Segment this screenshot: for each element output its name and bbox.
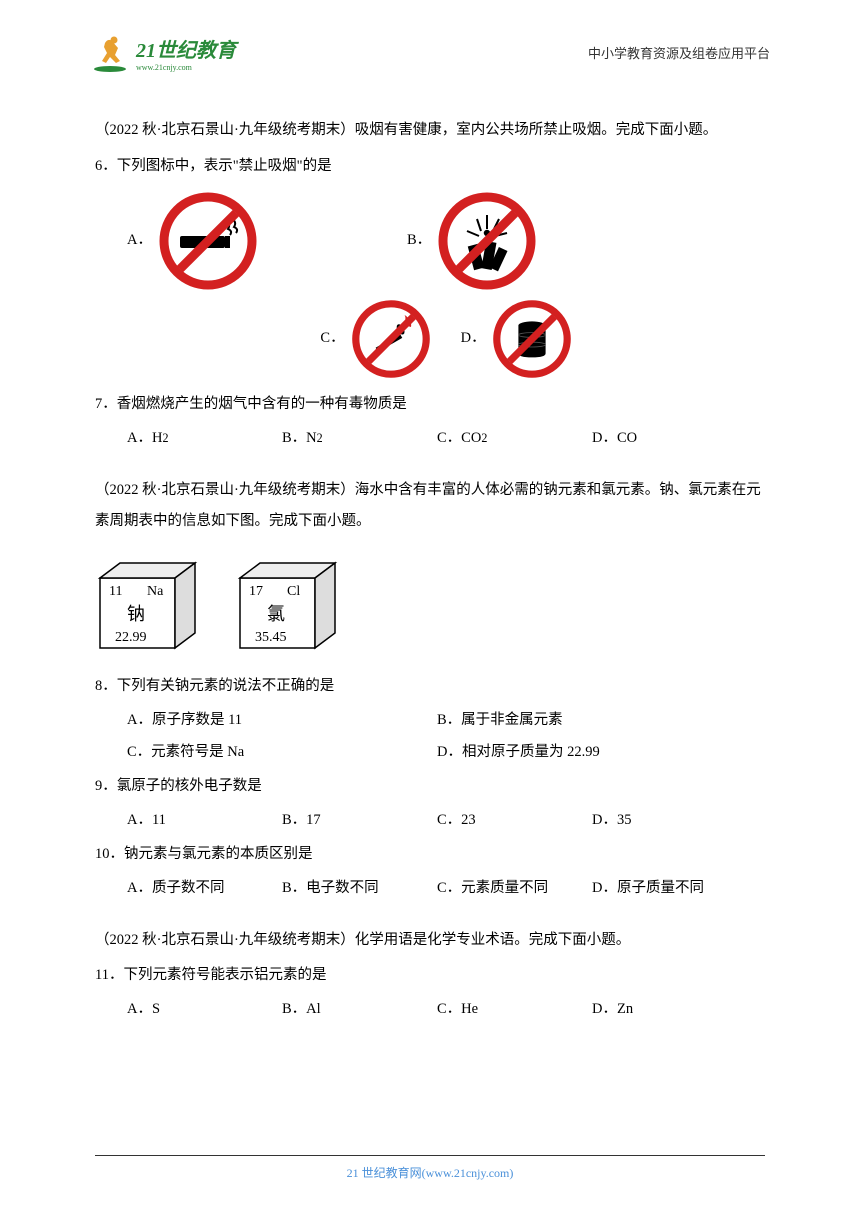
q7-a-text: A．H [127,423,162,455]
q10-opt-d: D．原子质量不同 [592,873,747,905]
q7-c-text: C．CO [437,423,481,455]
no-flammable-barrel-icon [492,299,572,379]
content-area: （2022 秋·北京石景山·九年级统考期末）吸烟有害健康，室内公共场所禁止吸烟。… [0,85,860,1026]
q9-opt-b: B．17 [282,805,437,837]
page-header: 21世纪教育 www.21cnjy.com 中小学教育资源及组卷应用平台 [0,0,860,85]
question-6: 6．下列图标中，表示"禁止吸烟"的是 [95,151,765,183]
element-info-boxes: 11 Na 钠 22.99 17 Cl 氯 35.45 [95,558,765,653]
q7-opt-a: A．H2 [127,423,282,455]
svg-text:22.99: 22.99 [115,630,147,645]
q11-opt-c: C．He [437,994,592,1026]
q7-b-sub: 2 [317,425,323,452]
question-9: 9．氯原子的核外电子数是 [95,771,765,803]
svg-text:35.45: 35.45 [255,630,287,645]
q7-opt-c: C．CO2 [437,423,592,455]
q6-options-row2: C． D． [95,299,765,379]
q11-opt-d: D．Zn [592,994,747,1026]
q9-opt-d: D．35 [592,805,747,837]
question-10: 10．钠元素与氯元素的本质区别是 [95,839,765,871]
header-right-text: 中小学教育资源及组卷应用平台 [588,43,770,62]
logo-runner-icon [90,33,130,73]
svg-text:11: 11 [109,584,122,599]
svg-text:Cl: Cl [287,584,300,599]
logo-text: 21世纪教育 www.21cnjy.com [136,34,236,72]
svg-text:17: 17 [249,584,263,599]
q10-opt-b: B．电子数不同 [282,873,437,905]
q9-opt-c: C．23 [437,805,592,837]
q7-opt-d: D．CO [592,423,747,455]
q7-d-text: D．CO [592,423,637,455]
q8-opt-d: D．相对原子质量为 22.99 [437,737,747,769]
q8-options-1: A．原子序数是 11 B．属于非金属元素 [95,705,765,737]
sodium-element-box: 11 Na 钠 22.99 [95,558,205,653]
q8-options-2: C．元素符号是 Na D．相对原子质量为 22.99 [95,737,765,769]
intro-paragraph-1: （2022 秋·北京石景山·九年级统考期末）吸烟有害健康，室内公共场所禁止吸烟。… [95,115,765,147]
logo-sub-text: www.21cnjy.com [136,63,236,72]
question-7: 7．香烟燃烧产生的烟气中含有的一种有毒物质是 [95,389,765,421]
chlorine-element-box: 17 Cl 氯 35.45 [235,558,345,653]
intro-paragraph-2: （2022 秋·北京石景山·九年级统考期末）海水中含有丰富的人体必需的钠元素和氯… [95,475,765,539]
q7-a-sub: 2 [162,425,168,452]
q11-options: A．S B．Al C．He D．Zn [95,994,765,1026]
no-smoking-icon [158,191,258,291]
q7-c-sub: 2 [481,425,487,452]
q6-options-row1: A． B． [95,191,765,291]
q6-option-d: D． [461,299,572,379]
q9-opt-a: A．11 [127,805,282,837]
q6-option-c: C． [320,299,430,379]
no-open-flame-icon [351,299,431,379]
svg-text:氯: 氯 [267,604,285,624]
option-label-c: C． [320,323,344,355]
q9-options: A．11 B．17 C．23 D．35 [95,805,765,837]
logo-main-text: 21世纪教育 [136,34,236,63]
question-11: 11．下列元素符号能表示铝元素的是 [95,960,765,992]
q7-b-text: B．N [282,423,317,455]
q6-option-a: A． [127,191,407,291]
q10-options: A．质子数不同 B．电子数不同 C．元素质量不同 D．原子质量不同 [95,873,765,905]
question-8: 8．下列有关钠元素的说法不正确的是 [95,671,765,703]
page-footer: 21 世纪教育网(www.21cnjy.com) [95,1155,765,1181]
q7-opt-b: B．N2 [282,423,437,455]
q11-opt-b: B．Al [282,994,437,1026]
q8-opt-c: C．元素符号是 Na [127,737,437,769]
q10-opt-a: A．质子数不同 [127,873,282,905]
option-label-a: A． [127,225,152,257]
svg-text:Na: Na [147,584,164,599]
q7-options: A．H2 B．N2 C．CO2 D．CO [95,423,765,455]
q8-opt-b: B．属于非金属元素 [437,705,747,737]
q11-opt-a: A．S [127,994,282,1026]
logo: 21世纪教育 www.21cnjy.com [90,33,236,73]
q10-opt-c: C．元素质量不同 [437,873,592,905]
svg-text:钠: 钠 [127,604,145,624]
intro-paragraph-3: （2022 秋·北京石景山·九年级统考期末）化学用语是化学专业术语。完成下面小题… [95,925,765,957]
option-label-b: B． [407,225,431,257]
q8-opt-a: A．原子序数是 11 [127,705,437,737]
option-label-d: D． [461,323,486,355]
no-fireworks-icon [437,191,537,291]
q6-option-b: B． [407,191,537,291]
